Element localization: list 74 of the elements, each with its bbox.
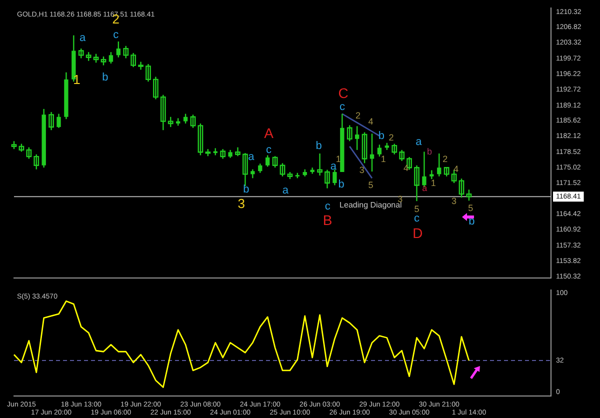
annotation: 5 (468, 202, 474, 213)
annotation: 1 (380, 154, 386, 164)
annotation: C (338, 85, 348, 102)
candlestick (78, 48, 84, 59)
candlestick (377, 144, 382, 158)
candlestick (370, 133, 374, 172)
annotation: a (416, 136, 423, 148)
candlestick (146, 63, 151, 82)
annotation: 4 (453, 164, 458, 174)
annotation: b (378, 130, 385, 142)
candlestick (466, 189, 472, 202)
candlestick (354, 126, 360, 151)
candlestick (26, 146, 32, 160)
annotation: 3 (451, 196, 456, 206)
candlestick (265, 154, 270, 168)
annotation: 3 (359, 165, 364, 176)
candlestick (34, 154, 40, 170)
annotation: c (113, 28, 120, 41)
annotation: b (338, 178, 344, 191)
annotation: 5 (368, 180, 374, 190)
annotation: a (330, 160, 338, 173)
annotation: 1 (430, 178, 436, 188)
annotation: 1 (73, 72, 80, 87)
candlestick (198, 122, 204, 156)
candlestick (332, 168, 337, 186)
candlestick (430, 170, 434, 180)
annotation: b (316, 140, 322, 152)
candlestick (116, 40, 121, 58)
annotation: 2 (442, 154, 448, 164)
candlestick (310, 166, 314, 174)
candlestick (272, 156, 278, 168)
candlestick (190, 114, 196, 129)
candlestick (130, 52, 136, 68)
candlestick (414, 164, 420, 202)
annotation: 4 (368, 116, 374, 127)
annotation: 5 (414, 204, 420, 214)
candlestick (153, 76, 158, 100)
candlestick (48, 111, 54, 131)
candlestick (168, 116, 174, 128)
candlestick (160, 94, 166, 131)
annotation: c (414, 212, 420, 224)
candlestick (123, 45, 129, 59)
annotation: a (248, 150, 256, 163)
annotation: c (340, 101, 346, 114)
candlestick (399, 149, 405, 162)
annotation: 2 (355, 110, 360, 121)
candlestick (108, 51, 114, 64)
annotation: a (80, 32, 87, 44)
candlestick (183, 113, 188, 124)
candlestick (280, 162, 286, 178)
annotation: 4 (403, 163, 408, 174)
candlestick (346, 124, 352, 142)
annotation: b (102, 71, 108, 84)
candlestick (258, 163, 262, 174)
annotation: D (412, 225, 423, 242)
candlestick (317, 152, 322, 176)
candlestick (458, 178, 464, 198)
annotation: 2 (388, 132, 394, 142)
candlestick (392, 143, 398, 155)
annotation: A (264, 124, 274, 141)
candlestick (406, 156, 412, 170)
annotation: c (324, 200, 331, 212)
candlestick (362, 132, 368, 164)
candlestick (56, 113, 61, 129)
annotation: a (422, 183, 428, 194)
annotation: B (322, 212, 332, 228)
candlestick (324, 169, 330, 189)
annotation: c (266, 144, 272, 156)
annotation: b (243, 184, 250, 196)
annotation: a (282, 184, 290, 197)
candlestick (220, 148, 226, 160)
annotation: b (426, 146, 432, 156)
annotation: 3 (238, 196, 245, 211)
candlestick (437, 152, 442, 178)
